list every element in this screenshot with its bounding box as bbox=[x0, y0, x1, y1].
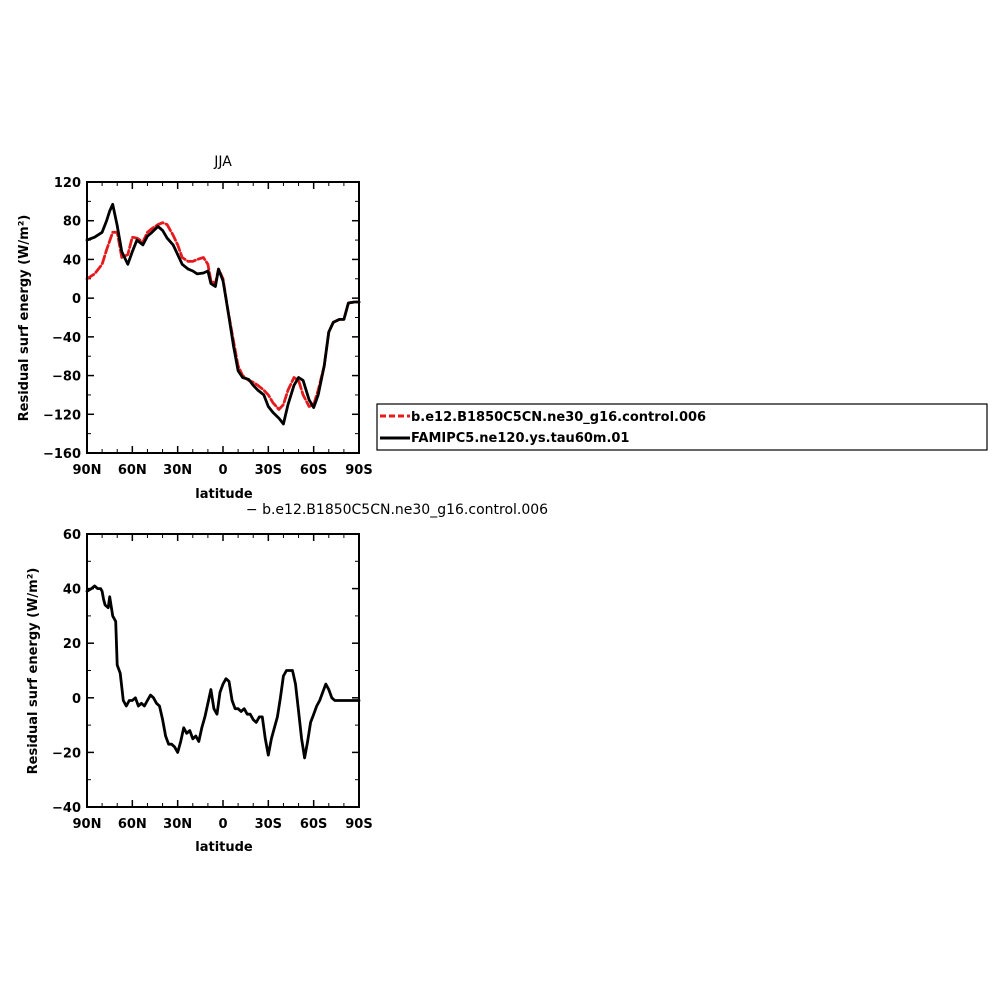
panel-1-y-tick-label: 0 bbox=[72, 292, 81, 307]
panel-2-y-tick-label: 40 bbox=[63, 583, 81, 598]
panel-1-y-tick-label: −40 bbox=[52, 331, 81, 346]
panel-2-series-line-1 bbox=[85, 584, 361, 760]
panel-2-x-tick-label: 60N bbox=[118, 817, 147, 832]
panel-1-y-tick-label: −160 bbox=[43, 447, 81, 462]
legend-entry-1: b.e12.B1850C5CN.ne30_g16.control.006 bbox=[411, 410, 706, 425]
panel-2-plot-frame bbox=[86, 533, 360, 808]
panel-2: − b.e12.B1850C5CN.ne30_g16.control.006 6… bbox=[26, 502, 548, 855]
panel-1-x-tick-label: 30N bbox=[163, 463, 192, 478]
panel-1-x-label: latitude bbox=[195, 487, 253, 502]
panel-2-series bbox=[85, 584, 361, 760]
panel-1-x-tick-label: 90N bbox=[73, 463, 102, 478]
panel-1-y-label: Residual surf energy (W/m²) bbox=[17, 215, 32, 422]
panel-1-title: JJA bbox=[213, 154, 232, 170]
panel-1-y-tick-label: 80 bbox=[63, 215, 81, 230]
panel-2-x-tick-label: 30N bbox=[163, 817, 192, 832]
panel-1-y-tick-label: −120 bbox=[43, 408, 81, 423]
panel-2-x-axis: 90N 60N 30N 0 30S 60S 90S bbox=[73, 534, 373, 832]
panel-1-x-axis: 90N 60N 30N 0 30S 60S 90S bbox=[73, 182, 373, 478]
panel-2-y-label: Residual surf energy (W/m²) bbox=[26, 568, 41, 775]
panel-1-x-tick-label: 60N bbox=[118, 463, 147, 478]
panel-1-x-tick-label: 0 bbox=[218, 463, 227, 478]
panel-1-y-tick-label: 120 bbox=[54, 176, 81, 191]
panel-1-series-line-2 bbox=[85, 202, 361, 426]
panel-2-x-label: latitude bbox=[195, 840, 253, 855]
panel-2-x-tick-label: 0 bbox=[218, 817, 227, 832]
panel-2-x-tick-label: 60S bbox=[300, 817, 327, 832]
panel-2-y-tick-label: 0 bbox=[72, 692, 81, 707]
panel-1-x-tick-label: 60S bbox=[300, 463, 327, 478]
panel-1-y-tick-label: −80 bbox=[52, 370, 81, 385]
panel-2-y-axis: 60 40 20 0 −20 −40 bbox=[52, 528, 359, 816]
panel-1-plot-frame bbox=[86, 181, 360, 454]
panel-2-x-tick-label: 30S bbox=[255, 817, 282, 832]
panel-1-series-line-1 bbox=[85, 221, 361, 411]
panel-1-series bbox=[85, 202, 361, 426]
panel-1-x-tick-label: 30S bbox=[255, 463, 282, 478]
panel-2-y-tick-label: −20 bbox=[52, 746, 81, 761]
legend-box bbox=[376, 403, 988, 451]
panel-1-x-tick-label: 90S bbox=[345, 463, 372, 478]
legend-entry-2: FAMIPC5.ne120.ys.tau60m.01 bbox=[411, 431, 629, 446]
panel-2-y-tick-label: 60 bbox=[63, 528, 81, 543]
panel-1-y-tick-label: 40 bbox=[63, 253, 81, 268]
panel-2-y-tick-label: 20 bbox=[63, 637, 81, 652]
panel-2-x-tick-label: 90N bbox=[73, 817, 102, 832]
panel-1-y-axis: 120 80 40 0 −40 −80 −120 −160 bbox=[43, 176, 359, 462]
panel-2-y-tick-label: −40 bbox=[52, 801, 81, 816]
panel-2-x-tick-label: 90S bbox=[345, 817, 372, 832]
panel-2-title: − b.e12.B1850C5CN.ne30_g16.control.006 bbox=[246, 502, 548, 518]
panel-1: JJA 120 80 40 0 −40 −80 −120 −160 90N 60N 30N 0 30S… bbox=[17, 154, 373, 502]
legend: b.e12.B1850C5CN.ne30_g16.control.006 FAM… bbox=[376, 403, 988, 451]
